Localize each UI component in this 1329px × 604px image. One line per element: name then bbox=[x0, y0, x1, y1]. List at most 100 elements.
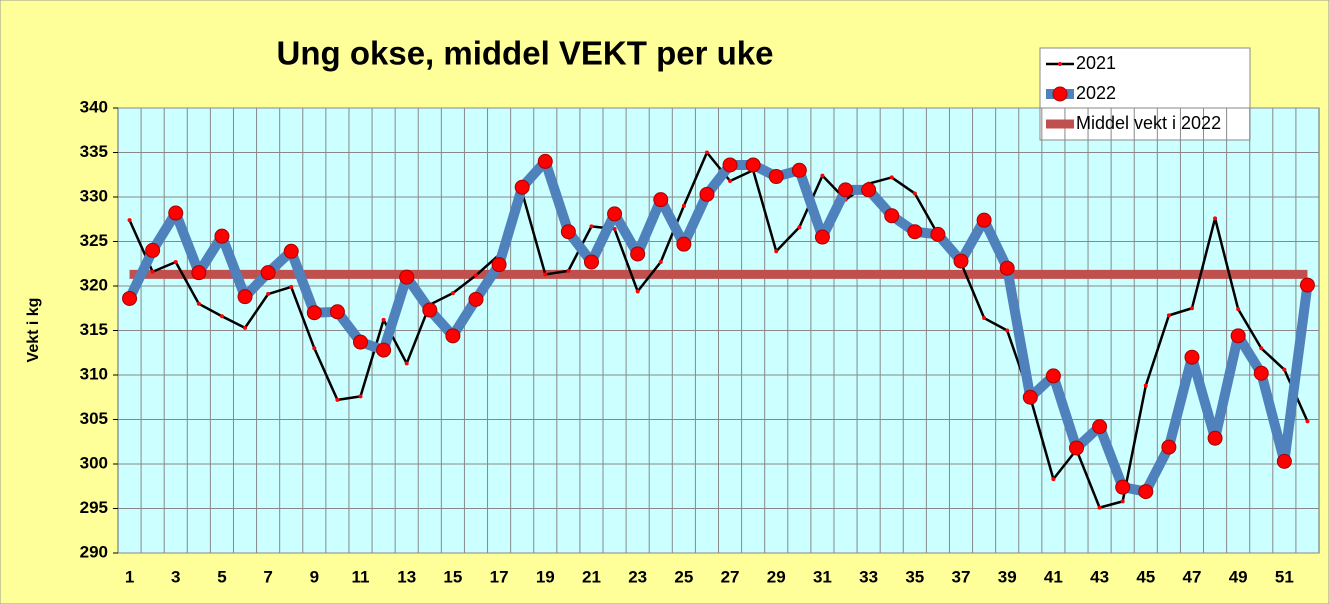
point bbox=[1022, 389, 1038, 405]
x-tick-label: 29 bbox=[767, 567, 786, 586]
x-tick-label: 39 bbox=[998, 567, 1017, 586]
point bbox=[283, 243, 299, 259]
point bbox=[191, 265, 207, 281]
point bbox=[912, 191, 917, 196]
point bbox=[1230, 328, 1246, 344]
point bbox=[583, 254, 599, 270]
y-tick-label: 315 bbox=[80, 320, 108, 339]
point bbox=[127, 218, 132, 223]
point bbox=[473, 273, 478, 278]
point bbox=[1045, 368, 1061, 384]
point bbox=[1259, 346, 1264, 351]
point bbox=[745, 157, 761, 173]
point bbox=[381, 317, 386, 322]
point bbox=[607, 206, 623, 222]
point bbox=[982, 316, 987, 321]
point bbox=[329, 304, 345, 320]
point bbox=[722, 157, 738, 173]
point bbox=[889, 175, 894, 180]
point bbox=[237, 289, 253, 305]
x-tick-label: 7 bbox=[263, 567, 272, 586]
y-tick-label: 335 bbox=[80, 142, 108, 161]
point bbox=[1161, 439, 1177, 455]
point bbox=[376, 342, 392, 358]
legend-label: 2021 bbox=[1076, 53, 1116, 73]
point bbox=[1299, 277, 1315, 293]
point bbox=[1207, 430, 1223, 446]
point bbox=[150, 269, 155, 274]
y-tick-label: 300 bbox=[80, 453, 108, 472]
point bbox=[1282, 367, 1287, 372]
point bbox=[173, 259, 178, 264]
point bbox=[728, 178, 733, 183]
point bbox=[537, 153, 553, 169]
x-tick-label: 41 bbox=[1044, 567, 1063, 586]
point bbox=[1236, 307, 1241, 312]
x-tick-label: 49 bbox=[1229, 567, 1248, 586]
point bbox=[214, 228, 230, 244]
point bbox=[404, 361, 409, 366]
x-tick-label: 5 bbox=[217, 567, 226, 586]
point bbox=[168, 205, 184, 221]
point bbox=[884, 208, 900, 224]
point bbox=[681, 203, 686, 208]
legend-label: Middel vekt i 2022 bbox=[1076, 113, 1221, 133]
point bbox=[797, 225, 802, 230]
x-tick-label: 13 bbox=[397, 567, 416, 586]
legend-marker bbox=[1058, 62, 1062, 66]
point bbox=[953, 253, 969, 269]
x-tick-label: 37 bbox=[952, 567, 971, 586]
point bbox=[445, 328, 461, 344]
point bbox=[653, 192, 669, 208]
y-tick-label: 330 bbox=[80, 186, 108, 205]
point bbox=[566, 268, 571, 273]
point bbox=[358, 394, 363, 399]
point bbox=[699, 186, 715, 202]
point bbox=[289, 284, 294, 289]
point bbox=[306, 305, 322, 321]
point bbox=[1068, 440, 1084, 456]
y-tick-label: 320 bbox=[80, 275, 108, 294]
point bbox=[635, 289, 640, 294]
x-tick-label: 23 bbox=[628, 567, 647, 586]
x-tick-label: 47 bbox=[1183, 567, 1202, 586]
point bbox=[196, 301, 201, 306]
point bbox=[1051, 477, 1056, 482]
point bbox=[266, 292, 271, 297]
x-tick-label: 19 bbox=[536, 567, 555, 586]
point bbox=[999, 260, 1015, 276]
point bbox=[861, 182, 877, 198]
point bbox=[1120, 499, 1125, 504]
point bbox=[122, 290, 138, 306]
point bbox=[658, 259, 663, 264]
legend bbox=[1039, 47, 1251, 141]
point bbox=[1184, 349, 1200, 365]
x-tick-label: 31 bbox=[813, 567, 832, 586]
point bbox=[243, 325, 248, 330]
legend-marker bbox=[1052, 86, 1068, 102]
y-tick-label: 340 bbox=[80, 97, 108, 116]
point bbox=[543, 272, 548, 277]
y-tick-label: 305 bbox=[80, 409, 108, 428]
x-tick-label: 33 bbox=[859, 567, 878, 586]
y-tick-label: 310 bbox=[80, 364, 108, 383]
point bbox=[630, 246, 646, 262]
chart-title: Ung okse, middel VEKT per uke bbox=[277, 35, 774, 72]
x-tick-label: 1 bbox=[125, 567, 134, 586]
point bbox=[774, 249, 779, 254]
point bbox=[145, 242, 161, 258]
point bbox=[768, 169, 784, 185]
x-tick-label: 21 bbox=[582, 567, 601, 586]
x-tick-label: 25 bbox=[674, 567, 693, 586]
point bbox=[589, 224, 594, 229]
point bbox=[1143, 383, 1148, 388]
series-line bbox=[125, 156, 1313, 497]
point bbox=[312, 346, 317, 351]
point bbox=[514, 179, 530, 195]
x-tick-label: 43 bbox=[1090, 567, 1109, 586]
point bbox=[1276, 453, 1292, 469]
x-tick-label: 3 bbox=[171, 567, 180, 586]
point bbox=[1213, 216, 1218, 221]
x-tick-label: 11 bbox=[352, 567, 370, 586]
